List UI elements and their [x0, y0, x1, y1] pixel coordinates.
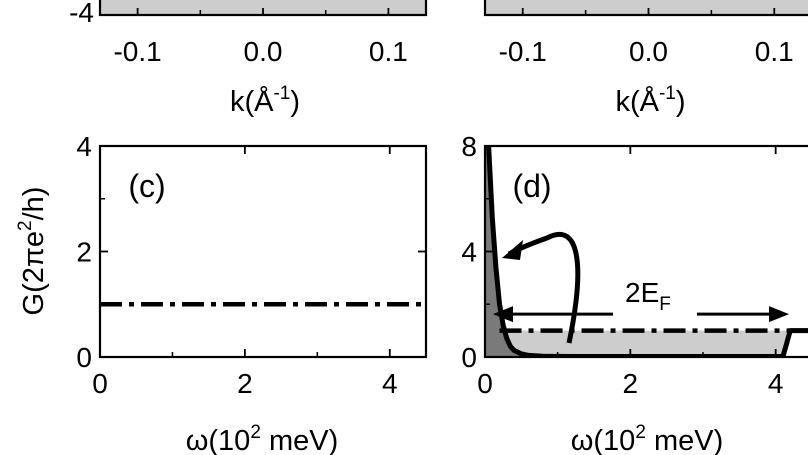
panel-d-ytick-label: 4	[461, 237, 477, 268]
panel-b-shade	[483, 0, 808, 17]
panel-d-plot-area	[485, 146, 808, 357]
panel-b-xlabel: k(Å-1)	[615, 83, 685, 118]
panel-a-ytick-label: -4	[69, 0, 94, 28]
panel-b-xtick-label: 0.0	[629, 36, 668, 67]
panel-d-arrowhead-right	[769, 306, 789, 323]
panel-a: -0.1 0.0 0.1 -4 k(Å-1)	[69, 0, 428, 118]
panel-c-ytick-label: 0	[76, 342, 92, 373]
panel-d-xlabel: ω(102 meV)	[571, 422, 723, 455]
panel-c-xlabel: ω(102 meV)	[186, 422, 338, 455]
panel-d-label: (d)	[512, 168, 551, 204]
panel-d-light-fill	[499, 330, 787, 357]
panel-d-ytick-label: 0	[461, 342, 477, 373]
panel-d-annotation-sub: F	[659, 294, 671, 315]
panel-a-xtick-label: 0.1	[369, 36, 408, 67]
panel-a-xtick-label: 0.0	[244, 36, 283, 67]
panel-b: -0.1 0.0 0.1 k(Å-1)	[483, 0, 808, 118]
panel-d-xtick-label: 2	[623, 368, 639, 399]
panel-c-xtick-label: 4	[382, 368, 398, 399]
panel-d-series-0	[486, 146, 808, 357]
panel-c-ytick-label: 2	[76, 237, 92, 268]
panel-c-label: (c)	[128, 168, 165, 204]
panel-d-dark-fill	[485, 146, 529, 357]
panel-d-annotation: 2EF	[625, 277, 671, 315]
panel-b-xtick-label: -0.1	[499, 36, 547, 67]
panel-d-ytick-label: 8	[461, 131, 477, 162]
panel-d-annotation-main: 2E	[625, 277, 659, 308]
panel-c-xtick-label: 0	[92, 368, 108, 399]
panel-d-arrowhead-left	[493, 306, 513, 323]
panel-c: 0 2 4 0 2 4 (c) ω(102 meV) G(2πe2/h)	[15, 131, 428, 455]
panel-c-xtick-label: 2	[237, 368, 253, 399]
panel-b-xtick-label: 0.1	[755, 36, 794, 67]
panel-a-xlabel: k(Å-1)	[230, 83, 300, 118]
panel-c-ytick-label: 4	[76, 131, 92, 162]
panel-d-xtick-label: 4	[768, 368, 784, 399]
panel-d-xtick-label: 0	[477, 368, 493, 399]
panel-a-xtick-label: -0.1	[113, 36, 161, 67]
panel-d-curved-arrowhead	[502, 240, 523, 260]
panel-c-ylabel: G(2πe2/h)	[15, 187, 50, 316]
